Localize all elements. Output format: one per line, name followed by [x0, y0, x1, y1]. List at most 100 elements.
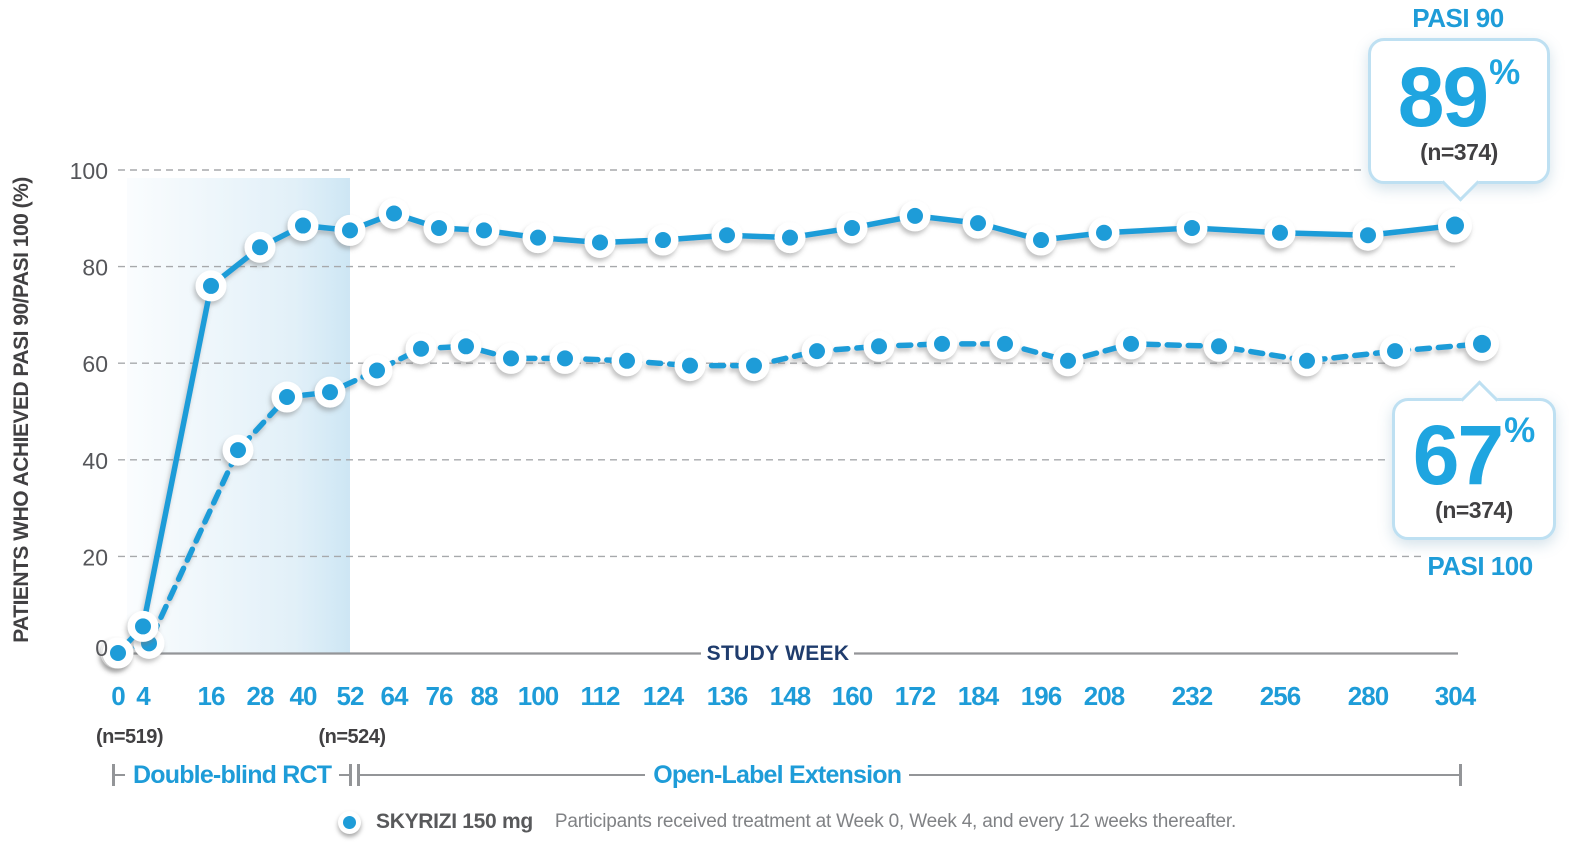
data-point-week-64: [413, 340, 429, 357]
x-tick-label-0: 0: [111, 681, 125, 711]
data-point-week-52: [342, 222, 358, 239]
x-tick-label-16: 16: [198, 681, 225, 711]
data-point-week-160: [844, 219, 860, 236]
x-tick-label-160: 160: [832, 681, 873, 711]
data-point-week-0: [110, 645, 126, 661]
pasi100-callout-bubble: 67% (n=374): [1392, 380, 1556, 540]
data-point-week-148: [782, 229, 798, 246]
y-tick-label-0: 0: [95, 635, 108, 661]
data-point-week-172: [934, 335, 950, 352]
bracket-line: [360, 773, 646, 777]
bracket-line: [339, 773, 350, 777]
x-tick-label-196: 196: [1021, 681, 1062, 711]
data-point-week-184: [970, 215, 986, 232]
data-point-week-100: [530, 229, 546, 246]
x-tick-label-64: 64: [381, 681, 409, 711]
pasi90-series-label: PASI 90: [1412, 3, 1504, 33]
data-point-week-88: [476, 222, 492, 239]
x-tick-label-256: 256: [1260, 681, 1301, 711]
week52-n-annotation: (n=524): [318, 726, 386, 748]
data-point-week-4: [135, 618, 151, 635]
pasi100-value: 67%: [1412, 408, 1536, 503]
double-blind-label: Double-blind RCT: [133, 760, 332, 789]
y-tick-label-100: 100: [70, 158, 108, 184]
pasi90-callout-bubble: 89% (n=374): [1368, 38, 1550, 202]
x-tick-label-88: 88: [471, 681, 498, 711]
data-point-week-208: [1123, 335, 1139, 352]
data-point-week-40: [322, 384, 338, 401]
baseline-n-annotation: (n=519): [96, 726, 164, 748]
percent-sign: %: [1489, 53, 1521, 93]
data-point-week-160: [871, 338, 887, 355]
pasi100-series-label: PASI 100: [1427, 551, 1533, 581]
bracket-line: [115, 773, 125, 777]
data-point-week-304: [1473, 334, 1491, 353]
y-tick-label-60: 60: [82, 351, 108, 377]
bracket-start-tick: [112, 764, 115, 786]
x-tick-label-124: 124: [643, 681, 685, 711]
x-tick-label-148: 148: [770, 681, 811, 711]
data-point-week-148: [809, 343, 825, 360]
data-point-week-196: [1033, 232, 1049, 249]
x-tick-label-172: 172: [895, 681, 936, 711]
data-point-week-256: [1299, 352, 1315, 369]
pasi90-value: 89%: [1397, 50, 1521, 145]
percent-sign: %: [1504, 411, 1536, 451]
data-point-week-112: [619, 352, 635, 369]
data-point-week-28: [279, 389, 295, 406]
data-point-week-136: [719, 227, 735, 244]
x-tick-label-76: 76: [426, 681, 453, 711]
skyrizi-dot-icon: [338, 810, 361, 834]
bracket-divider-tick: [349, 764, 353, 786]
series-dots: [110, 205, 1464, 661]
x-tick-label-304: 304: [1435, 681, 1477, 711]
legend-note: Participants received treatment at Week …: [554, 811, 1237, 832]
data-point-week-172: [907, 207, 923, 224]
data-point-week-76: [431, 219, 447, 236]
skyrizi-dot-inner: [343, 815, 356, 829]
data-point-week-16: [203, 277, 219, 294]
x-tick-label-28: 28: [247, 681, 274, 711]
y-tick-label-80: 80: [82, 255, 108, 281]
y-tick-label-20: 20: [82, 544, 108, 570]
data-point-week-280: [1360, 227, 1376, 244]
legend-product-label: SKYRIZI 150 mg: [376, 810, 533, 833]
x-tick-label-100: 100: [518, 681, 559, 711]
data-point-week-124: [655, 232, 671, 249]
legend: SKYRIZI 150 mg Participants received tre…: [338, 802, 1236, 842]
pasi90-n: (n=374): [1420, 138, 1498, 165]
x-tick-label-112: 112: [581, 681, 620, 711]
data-point-week-28: [252, 239, 268, 256]
data-point-week-100: [557, 350, 573, 367]
data-point-week-304: [1446, 216, 1464, 235]
y-tick-label-40: 40: [82, 448, 108, 474]
x-tick-label-52: 52: [337, 681, 364, 711]
data-point-week-256: [1272, 224, 1288, 241]
data-point-week-88: [503, 350, 519, 367]
data-point-week-76: [458, 338, 474, 355]
data-point-week-136: [746, 357, 762, 374]
x-tick-label-280: 280: [1348, 681, 1389, 711]
x-axis-title: STUDY WEEK: [706, 642, 850, 665]
x-tick-label-184: 184: [958, 681, 1000, 711]
data-point-week-16: [230, 442, 246, 459]
bracket-line: [909, 773, 1459, 777]
data-point-week-52: [369, 362, 385, 379]
study-phase-bracket: Double-blind RCT Open-Label Extension: [112, 760, 1462, 789]
data-point-week-112: [592, 234, 608, 251]
data-point-week-232: [1211, 338, 1227, 355]
double-blind-shaded-region: [127, 178, 350, 653]
x-tick-label-208: 208: [1084, 681, 1125, 711]
data-point-week-64: [386, 205, 402, 222]
open-label-label: Open-Label Extension: [653, 760, 902, 789]
data-point-week-208: [1096, 224, 1112, 241]
bracket-divider-tick: [357, 764, 361, 786]
y-axis-title: PATIENTS WHO ACHIEVED PASI 90/PASI 100 (…: [10, 177, 33, 643]
x-tick-label-136: 136: [707, 681, 748, 711]
x-tick-label-232: 232: [1172, 681, 1213, 711]
data-point-week-232: [1184, 219, 1200, 236]
bracket-end-tick: [1459, 764, 1462, 786]
data-point-week-196: [1060, 352, 1076, 369]
